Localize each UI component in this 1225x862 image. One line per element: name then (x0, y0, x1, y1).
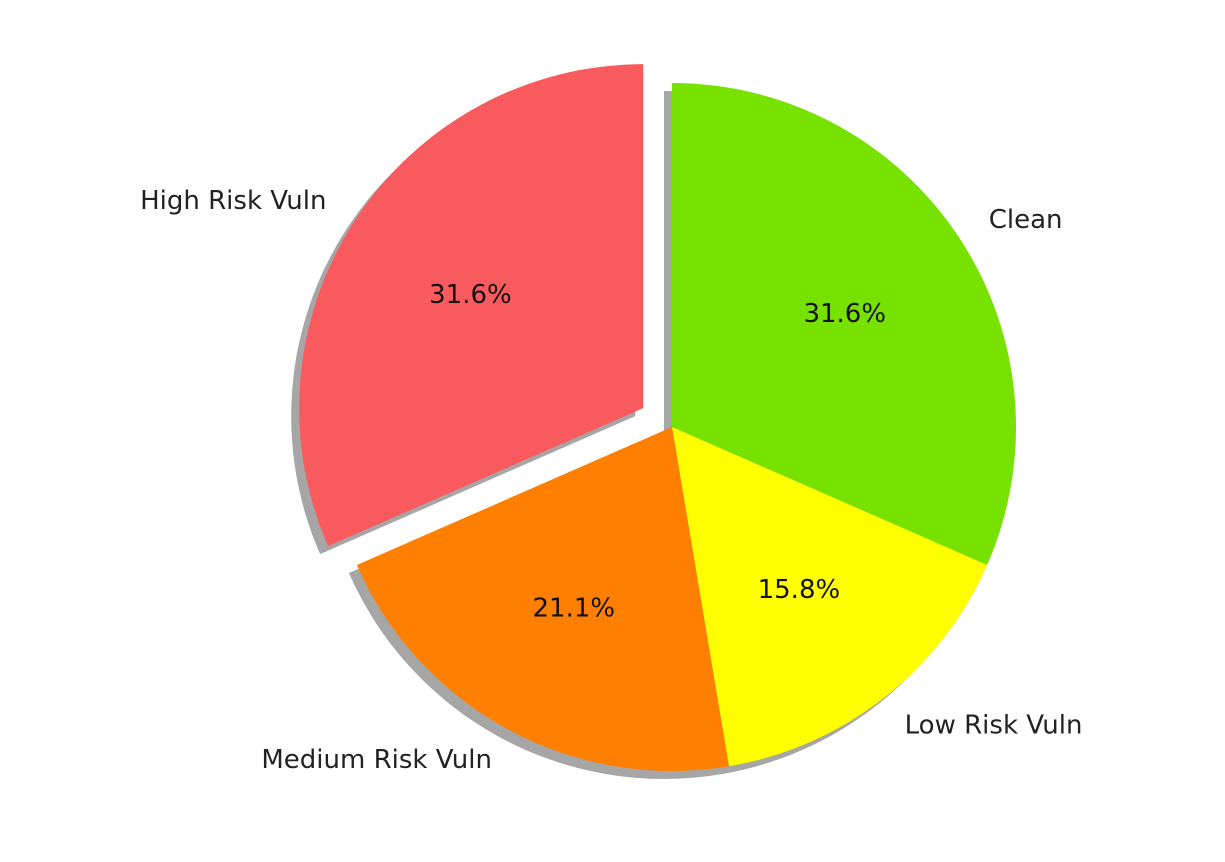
pie-pct-label-high-risk-vuln: 31.6% (429, 280, 512, 310)
pie-pct-label-clean: 31.6% (803, 299, 886, 329)
pie-slice-low-risk-vuln (672, 427, 988, 767)
pie-slice-medium-risk-vuln (356, 427, 729, 771)
pie-category-label-low-risk-vuln: Low Risk Vuln (905, 710, 1083, 740)
pie-category-label-high-risk-vuln: High Risk Vuln (140, 186, 326, 216)
pie-slice-high-risk-vuln (299, 64, 644, 547)
pie-category-label-clean: Clean (989, 205, 1063, 235)
pie-slices (299, 64, 1016, 771)
pie-pct-label-medium-risk-vuln: 21.1% (532, 594, 615, 624)
pie-slice-clean (672, 83, 1016, 565)
pie-labels: 31.6% Clean 15.8% Low Risk Vuln 21.1% Medium … (140, 186, 1082, 775)
pie-category-label-medium-risk-vuln: Medium Risk Vuln (261, 745, 492, 775)
pie-pct-label-low-risk-vuln: 15.8% (758, 575, 841, 605)
